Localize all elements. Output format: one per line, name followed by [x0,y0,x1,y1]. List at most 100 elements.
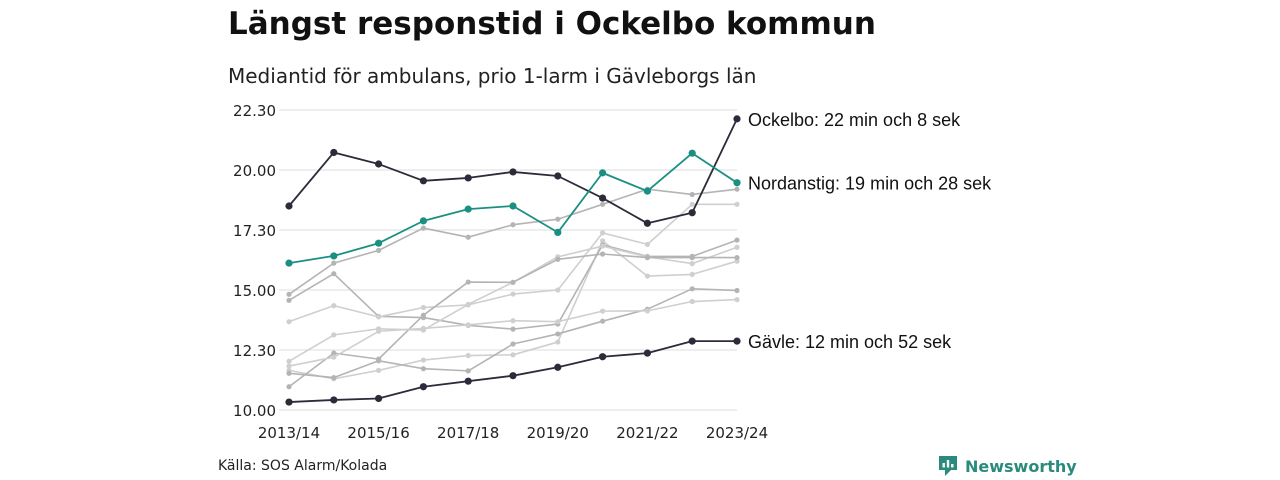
background-series-point [734,244,740,250]
background-series-point [510,352,516,358]
ockelbo-series-point [509,168,517,176]
background-series-point [376,328,382,334]
y-tick-label: 22.30 [233,102,276,120]
nordanstig-series-point [464,205,472,213]
brand-logo[interactable]: Newsworthy [937,455,1077,477]
series-labels: Ockelbo: 22 min och 8 sek Nordanstig: 19 … [748,110,992,352]
background-series-point [286,363,292,369]
source-note: Källa: SOS Alarm/Kolada [218,458,388,474]
background-series-point [689,298,695,305]
background-series-point [734,287,740,294]
gavle-series-point [509,372,517,380]
gavle-series-point [285,398,293,406]
background-series-point [734,186,740,192]
x-axis-ticks: 2013/14 2015/16 2017/18 2019/20 2021/22 2023/… [258,424,768,442]
background-series-point [555,256,561,262]
background-series-point [376,247,382,253]
ockelbo-series-point [733,115,741,123]
background-series-point [555,216,561,222]
gavle-series-point [733,337,741,345]
background-series-line [288,240,738,380]
background-series-point [644,255,651,261]
nordanstig-series-point [554,228,562,236]
background-series-point [510,341,516,347]
background-series-point [734,237,740,243]
background-series-point [555,287,561,293]
y-tick-label: 12.30 [233,342,276,360]
y-axis-ticks: 10.00 12.30 15.00 17.30 20.00 22.30 [233,102,276,420]
x-tick-label: 2013/14 [258,424,320,442]
background-series-point [331,332,337,338]
ockelbo-series-point [330,148,338,157]
newsworthy-logo-icon [939,456,957,476]
ockelbo-label: Ockelbo: 22 min och 8 sek [748,110,961,130]
gavle-series-point [330,396,338,404]
background-series-point [600,251,606,257]
background-series-point [510,318,516,324]
nordanstig-series-point [733,179,741,187]
background-series-point [420,357,426,363]
background-series-point [420,312,426,318]
background-series-point [465,368,471,374]
background-series-point [734,201,740,207]
gavle-series-point [419,383,427,391]
background-series-point [600,308,606,314]
y-tick-label: 15.00 [233,282,276,300]
background-series-point [420,304,426,311]
background-series-point [644,308,651,314]
ockelbo-series-point [285,202,293,210]
x-tick-label: 2023/24 [706,424,768,442]
background-series-point [465,352,471,359]
background-series-point [689,286,695,292]
nordanstig-series-point [643,187,652,195]
background-series-point [510,326,516,332]
background-series-point [600,201,606,207]
background-series-point [600,318,606,324]
background-series-point [510,222,516,228]
ockelbo-series-point [419,177,427,185]
nordanstig-series-point [509,202,517,210]
background-series-point [376,314,382,320]
background-series-point [376,367,382,373]
ockelbo-series-point [464,174,472,182]
background-series-line [288,287,738,379]
background-series-point [689,191,695,198]
ockelbo-series-point [643,219,652,227]
grid-lines [279,109,737,411]
nordanstig-series-point [599,169,607,177]
nordanstig-series-point [330,252,338,260]
background-series-point [689,255,695,261]
background-series-line [288,203,737,323]
background-series-point [644,241,651,247]
background-series-point [689,261,695,267]
highlighted-series [285,115,741,406]
gavle-series-point [688,337,696,345]
background-series-point [734,297,740,303]
nordanstig-label: Nordanstig: 19 min och 28 sek [748,174,992,194]
nordanstig-series-point [419,217,427,225]
x-tick-label: 2019/20 [527,424,589,442]
background-series-point [465,322,471,328]
x-tick-label: 2017/18 [437,424,499,442]
background-series-point [331,350,337,356]
background-series-point [420,225,426,231]
chart-subtitle: Mediantid för ambulans, prio 1-larm i Gä… [228,64,757,88]
gavle-series-point [464,377,472,385]
ockelbo-series-point [688,209,696,217]
ockelbo-series-point [375,160,383,168]
background-series-point [734,258,740,264]
background-series-point [465,279,471,285]
background-series-point [465,234,471,240]
background-series-point [510,279,516,285]
background-series-point [600,230,606,236]
ockelbo-series-point [554,172,562,180]
background-series-point [286,319,292,325]
background-series-point [734,255,740,261]
background-series-point [555,319,561,325]
background-series-point [286,384,292,390]
ockelbo-series-point [599,194,607,202]
y-tick-label: 17.30 [233,222,276,240]
background-series-point [331,354,337,360]
background-series-point [286,291,292,297]
